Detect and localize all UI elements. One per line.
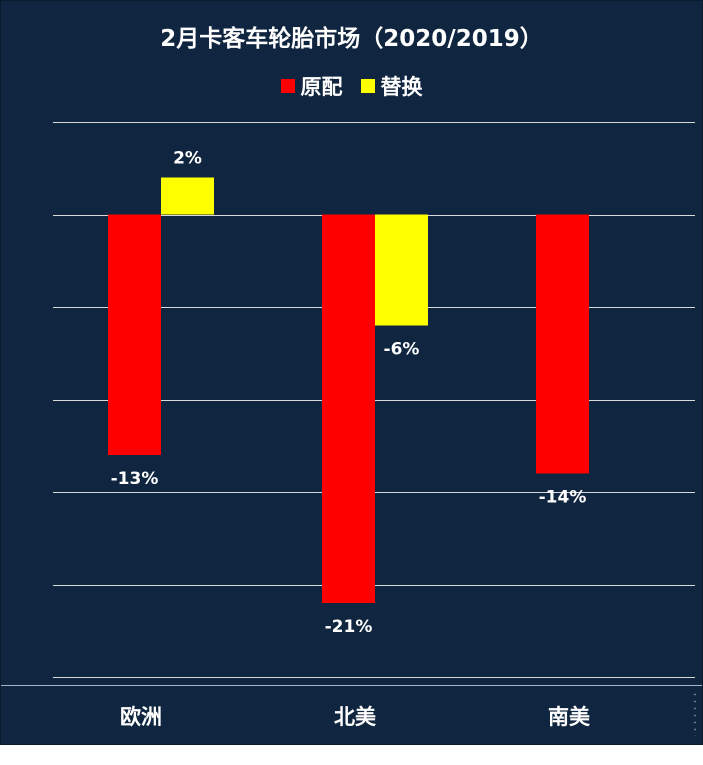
plot-area: -13% 2% -21% -6% -14% [1, 1, 702, 744]
bar-original-north-america [322, 215, 375, 604]
data-label-replacement-europe: 2% [173, 149, 202, 169]
bar-replacement-north-america [375, 215, 428, 326]
x-label-south-america: 南美 [509, 701, 629, 731]
decorative-dots [694, 691, 696, 736]
bar-replacement-europe [161, 178, 214, 215]
data-label-original-europe: -13% [111, 469, 159, 489]
x-label-europe: 欧洲 [81, 701, 201, 731]
bar-original-europe [108, 215, 161, 456]
axis-divider [1, 685, 702, 686]
x-axis-labels: 欧洲 北美 南美 [1, 701, 702, 731]
data-label-original-north-america: -21% [325, 617, 373, 637]
chart-container: 2月卡客车轮胎市场（2020/2019） 原配 替换 -13% 2% -21% -6%… [0, 0, 703, 745]
bar-original-south-america [536, 215, 589, 474]
data-label-replacement-north-america: -6% [384, 340, 420, 360]
x-label-north-america: 北美 [295, 701, 415, 731]
data-label-original-south-america: -14% [539, 488, 587, 508]
